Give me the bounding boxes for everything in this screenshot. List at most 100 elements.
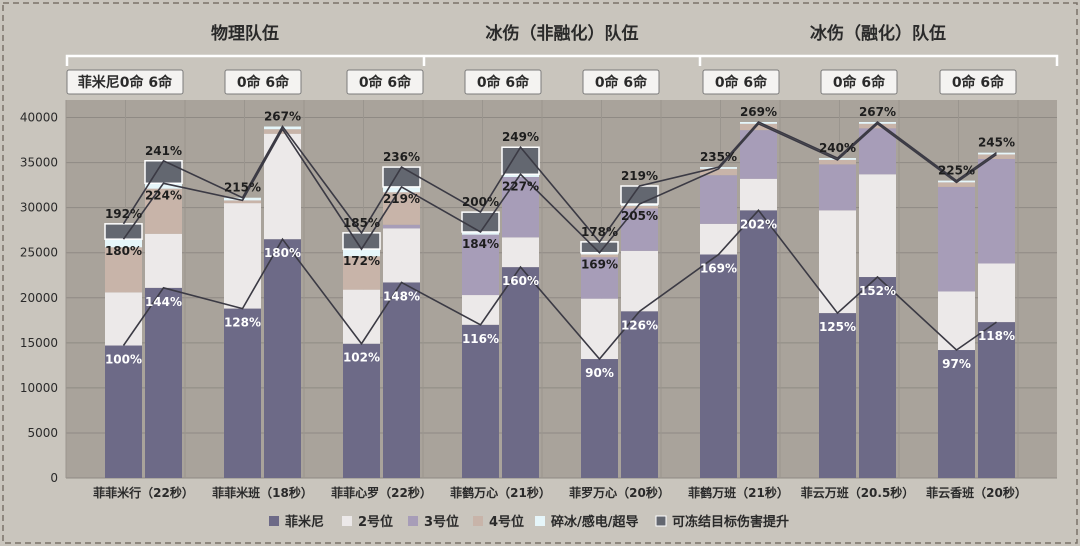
bar-segment	[105, 247, 142, 293]
bar-segment	[501, 146, 540, 176]
bar-segment	[580, 241, 619, 254]
data-label: 267%	[859, 105, 896, 119]
y-tick-label: 35000	[20, 156, 58, 170]
data-label: 235%	[700, 150, 737, 164]
bar-segment	[581, 257, 618, 299]
bar-segment	[462, 231, 499, 235]
data-label: 148%	[383, 289, 420, 303]
data-label: 128%	[224, 316, 261, 330]
sub-label: 0命 6命	[715, 74, 768, 91]
y-tick-label: 0	[50, 471, 58, 485]
data-label: 152%	[859, 284, 896, 298]
data-label: 224%	[145, 188, 182, 202]
x-category-label: 菲云万班（20.5秒）	[801, 485, 915, 500]
bar-segment	[700, 168, 737, 176]
bar-segment	[859, 174, 896, 278]
bar-segment	[264, 129, 301, 134]
sub-label: 0命 6命	[237, 74, 290, 91]
bar-segment	[581, 254, 618, 258]
data-label: 267%	[264, 110, 301, 124]
bar-segment	[383, 224, 420, 229]
data-label: 160%	[502, 274, 539, 288]
legend-swatch	[655, 515, 667, 527]
data-label: 172%	[343, 254, 380, 268]
data-label: 240%	[819, 141, 856, 155]
bar-segment	[621, 208, 658, 251]
data-label: 126%	[621, 318, 658, 332]
bar-segment	[938, 182, 975, 187]
data-label: 180%	[105, 244, 142, 258]
sub-label-box	[66, 69, 184, 95]
x-category-label: 菲鹤万班（21秒）	[688, 485, 789, 500]
bar-segment	[343, 343, 380, 478]
bar-segment	[700, 175, 737, 224]
bar-segment	[145, 188, 182, 234]
bar-segment	[343, 289, 380, 344]
data-label: 90%	[585, 366, 614, 380]
bar-segment	[462, 234, 499, 296]
bar-segment	[224, 308, 261, 478]
trend-line	[122, 209, 997, 361]
bar-segment	[819, 164, 856, 211]
legend: 菲米尼 2号位 3号位 4号位 碎冰/感电/超导 可冻结目标伤害提升	[269, 514, 789, 530]
legend-label: 碎冰/感电/超导	[551, 514, 639, 530]
bar-segment	[145, 183, 182, 189]
data-label: 245%	[978, 136, 1015, 150]
y-axis: 0 5000 10000 15000 20000 25000 30000 35000 40000	[20, 111, 58, 486]
y-tick-label: 20000	[20, 291, 58, 305]
trend-lines	[122, 120, 997, 361]
sub-label: 0命 6命	[833, 74, 886, 91]
data-label: 241%	[145, 144, 182, 158]
bars	[104, 122, 1015, 479]
data-label: 200%	[462, 195, 499, 209]
legend-label: 3号位	[424, 514, 459, 530]
data-label: 219%	[383, 192, 420, 206]
bar-segment	[502, 267, 539, 478]
data-label: 185%	[343, 216, 380, 230]
bar-segment	[740, 210, 777, 479]
data-label: 169%	[581, 258, 618, 272]
bar-segment	[859, 123, 896, 129]
bar-segment	[342, 232, 381, 250]
bar-segment	[938, 350, 975, 478]
y-tick-label: 40000	[20, 111, 58, 125]
bar-segment	[383, 228, 420, 283]
bar-segment	[224, 203, 261, 309]
bar-segment	[700, 254, 737, 478]
x-category-label: 菲菲心罗（22秒）	[331, 485, 432, 500]
bar-segment	[461, 211, 500, 233]
bar-segment	[383, 186, 420, 193]
bar-segment	[819, 313, 856, 478]
bar-segment	[581, 359, 618, 478]
bar-segment	[145, 233, 182, 288]
data-label: 184%	[462, 237, 499, 251]
bar-segment	[343, 256, 380, 290]
y-tick-label: 30000	[20, 201, 58, 215]
data-label: 169%	[700, 261, 737, 275]
bar-segment	[978, 322, 1015, 478]
data-label: 249%	[502, 130, 539, 144]
data-label: 144%	[145, 295, 182, 309]
sub-label-box	[582, 69, 660, 95]
x-category-label: 菲菲米班（18秒）	[212, 485, 313, 500]
bar-segment	[462, 324, 499, 478]
sub-label: 0命 6命	[952, 74, 1005, 91]
data-label: 100%	[105, 353, 142, 367]
bar-segment	[938, 291, 975, 351]
legend-swatch	[269, 516, 279, 526]
y-tick-label: 25000	[20, 246, 58, 260]
sub-label: 0命 6命	[359, 74, 412, 91]
bar-segment	[264, 239, 301, 478]
legend-swatch	[342, 516, 352, 526]
bar-segment	[859, 277, 896, 478]
data-label: 225%	[938, 164, 975, 178]
sub-label-box	[939, 69, 1017, 95]
y-tick-label: 15000	[20, 336, 58, 350]
bar-segment	[343, 249, 380, 257]
bar-segment	[938, 186, 975, 292]
bar-segment	[145, 287, 182, 478]
bar-segment	[819, 159, 856, 165]
bar-segment	[620, 185, 659, 205]
data-labels: 100% 180% 192% 144% 224% 241% 128% 215% 180% 267%…	[105, 105, 1015, 380]
